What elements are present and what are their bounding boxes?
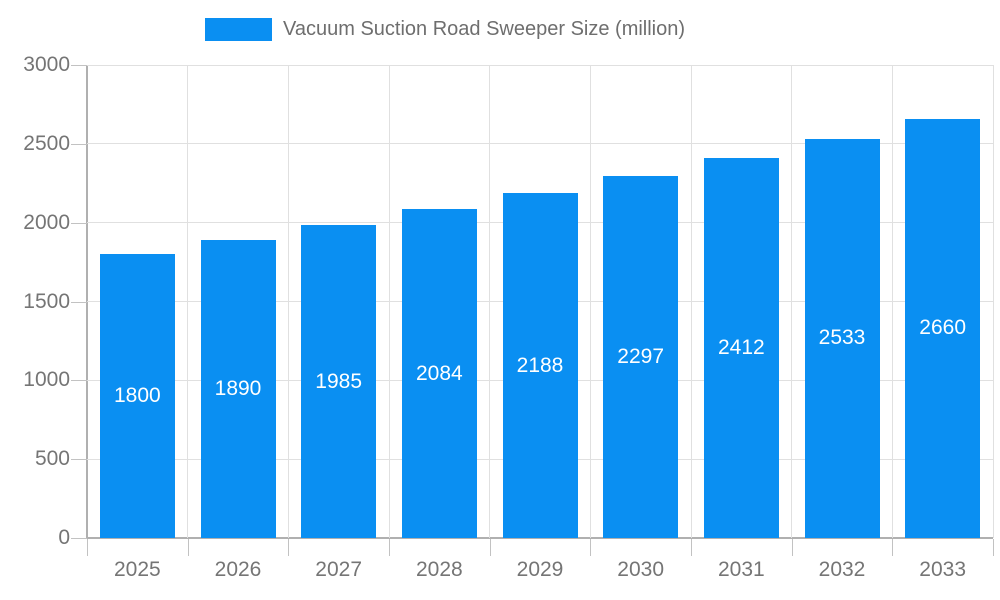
bar: 1890 (200, 240, 276, 538)
x-axis-label: 2031 (717, 558, 765, 581)
bar-value-label: 1985 (315, 369, 363, 393)
bar: 2084 (401, 209, 477, 538)
bar-value-label: 1800 (113, 384, 161, 408)
legend-label: Vacuum Suction Road Sweeper Size (millio… (283, 18, 686, 40)
x-axis-tick (187, 539, 189, 556)
x-axis-label: 2032 (818, 558, 866, 581)
horizontal-gridline (87, 143, 993, 145)
x-axis-label: 2026 (214, 558, 262, 581)
bar: 2188 (502, 193, 578, 538)
x-axis-tick (993, 539, 994, 556)
x-axis-label: 2027 (315, 558, 363, 581)
vertical-gridline (791, 65, 793, 538)
bar-value-label: 2084 (415, 361, 463, 385)
x-axis-label: 2029 (516, 558, 564, 581)
y-axis-tick (71, 143, 87, 145)
x-axis-tick (691, 539, 692, 556)
y-axis-label: 500 (34, 447, 70, 471)
bar: 1800 (99, 254, 175, 538)
x-axis-tick (87, 539, 88, 556)
legend-color-swatch (205, 18, 272, 41)
bar: 2297 (603, 175, 679, 538)
y-axis-label: 1500 (23, 289, 70, 313)
vertical-gridline (891, 65, 893, 538)
horizontal-gridline (87, 64, 993, 66)
y-axis-label: 0 (58, 526, 70, 549)
y-axis-label: 2500 (23, 131, 70, 155)
vertical-gridline (287, 65, 289, 538)
bar-value-label: 2297 (617, 344, 665, 368)
vertical-gridline (388, 65, 390, 538)
x-axis-tick (489, 539, 491, 556)
vertical-gridline (489, 65, 491, 538)
y-axis-label: 2000 (23, 210, 70, 234)
y-axis-tick (71, 301, 87, 303)
y-axis-label: 3000 (23, 53, 70, 76)
vertical-gridline (187, 65, 189, 538)
y-axis-label: 1000 (23, 368, 70, 392)
bar: 2660 (905, 118, 981, 538)
y-axis-tick (71, 222, 87, 224)
bar: 2412 (703, 157, 779, 538)
x-axis-tick (791, 539, 793, 556)
vertical-gridline (992, 65, 994, 538)
x-axis-tick (590, 539, 592, 556)
bar: 1985 (301, 225, 377, 538)
vertical-gridline (589, 65, 591, 538)
x-axis-label: 2030 (617, 558, 665, 581)
y-axis-tick (71, 459, 87, 461)
x-axis-line (87, 537, 993, 539)
x-axis-tick (892, 539, 894, 556)
y-axis-tick (71, 380, 87, 382)
x-axis-tick (389, 539, 390, 556)
x-axis-label: 2028 (415, 558, 463, 581)
legend-item[interactable]: Vacuum Suction Road Sweeper Size (millio… (205, 18, 685, 41)
y-axis-tick (71, 65, 87, 66)
y-axis-tick (71, 538, 87, 539)
bar-value-label: 2660 (919, 316, 967, 340)
bar-value-label: 2533 (818, 326, 866, 350)
bar-value-label: 2188 (516, 353, 564, 377)
vertical-gridline (690, 65, 692, 538)
x-axis-tick (288, 539, 290, 556)
x-axis-label: 2025 (113, 558, 161, 581)
bar-value-label: 2412 (717, 335, 765, 359)
x-axis-label: 2033 (919, 558, 967, 581)
bar: 2533 (804, 138, 880, 538)
bar-value-label: 1890 (214, 377, 262, 400)
plot-area: 1800 1890 1985 2084 2188 2297 2412 2533 2660 (86, 64, 994, 539)
